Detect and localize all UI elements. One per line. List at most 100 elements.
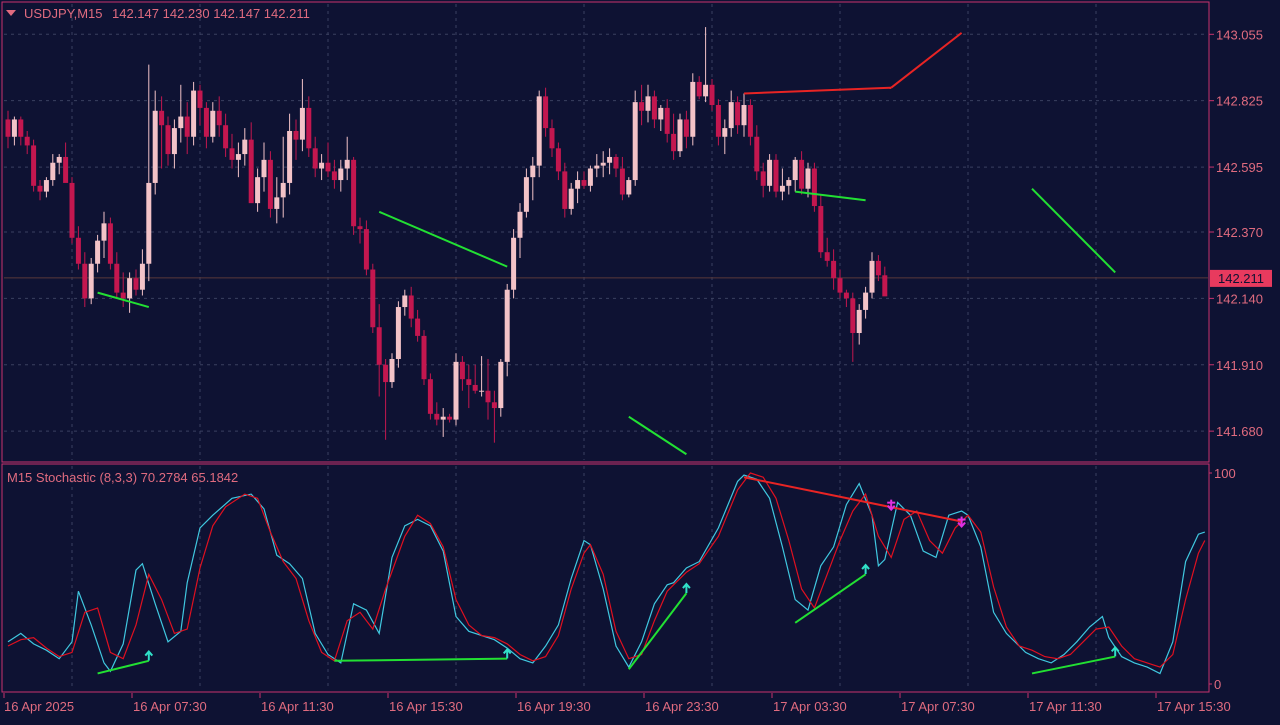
candle-bear[interactable] <box>466 379 472 385</box>
candle-bull[interactable] <box>504 289 510 362</box>
candle-bear[interactable] <box>671 133 677 152</box>
candle-bear[interactable] <box>715 105 721 137</box>
candle-bear[interactable] <box>216 110 222 126</box>
candle-bull[interactable] <box>587 168 593 186</box>
candle-bull[interactable] <box>274 197 280 209</box>
candle-bear[interactable] <box>267 159 273 209</box>
candle-bear[interactable] <box>203 107 209 137</box>
candle-bear[interactable] <box>427 379 433 414</box>
candle-bear[interactable] <box>63 156 69 183</box>
candle-bull[interactable] <box>50 162 56 181</box>
candle-bull[interactable] <box>88 263 94 299</box>
candle-bull[interactable] <box>178 116 184 129</box>
candle-bear[interactable] <box>837 278 843 293</box>
candle-bull[interactable] <box>863 292 869 310</box>
candle-bull[interactable] <box>101 223 107 241</box>
candle-bull[interactable] <box>658 107 664 120</box>
candle-bear[interactable] <box>229 148 235 160</box>
candle-bear[interactable] <box>370 269 376 328</box>
candle-bear[interactable] <box>293 130 299 140</box>
candle-bull[interactable] <box>453 361 459 420</box>
candle-bear[interactable] <box>37 185 43 192</box>
candle-bear[interactable] <box>811 168 817 207</box>
candle-bear[interactable] <box>306 107 312 149</box>
candle-bear[interactable] <box>18 119 24 137</box>
candle-bear[interactable] <box>824 252 830 261</box>
candle-bull[interactable] <box>869 260 875 293</box>
candles-layer[interactable] <box>5 27 888 443</box>
candle-bull[interactable] <box>338 168 344 181</box>
candle-bull[interactable] <box>210 110 216 137</box>
candle-bear[interactable] <box>120 292 126 299</box>
candle-bear[interactable] <box>415 318 421 336</box>
candle-bull[interactable] <box>575 180 581 189</box>
candle-bear[interactable] <box>351 159 357 227</box>
candle-bear[interactable] <box>651 96 657 120</box>
candle-bear[interactable] <box>549 128 555 149</box>
candle-bull[interactable] <box>11 119 17 137</box>
candle-bear[interactable] <box>107 223 113 264</box>
candle-bull[interactable] <box>287 130 293 183</box>
candle-bear[interactable] <box>114 263 120 293</box>
candle-bear[interactable] <box>363 229 369 270</box>
candle-bull[interactable] <box>280 182 286 198</box>
candle-bear[interactable] <box>875 260 881 276</box>
candle-bear[interactable] <box>485 390 491 403</box>
candle-bull[interactable] <box>594 165 600 169</box>
candle-bull[interactable] <box>632 102 638 181</box>
candle-bull[interactable] <box>242 139 248 155</box>
candle-bull[interactable] <box>171 128 177 155</box>
candle-bull[interactable] <box>95 240 101 264</box>
candle-bull[interactable] <box>43 180 49 192</box>
candle-bear[interactable] <box>408 295 414 319</box>
candle-bear[interactable] <box>421 335 427 380</box>
candle-bull[interactable] <box>127 278 133 299</box>
candle-bull[interactable] <box>319 162 325 169</box>
candle-bear[interactable] <box>24 136 30 146</box>
candle-bear[interactable] <box>223 125 229 149</box>
candle-bear[interactable] <box>562 171 568 209</box>
candle-bear[interactable] <box>472 384 478 391</box>
candle-bull[interactable] <box>511 237 517 290</box>
candle-bull[interactable] <box>498 361 504 409</box>
candle-bear[interactable] <box>376 327 382 365</box>
candle-bear[interactable] <box>619 168 625 195</box>
candle-bull[interactable] <box>741 105 747 126</box>
candle-bull[interactable] <box>607 156 613 163</box>
candle-bull[interactable] <box>139 263 145 290</box>
candle-bull[interactable] <box>299 107 305 140</box>
candle-bull[interactable] <box>146 182 152 264</box>
candle-bear[interactable] <box>760 171 766 186</box>
candle-bear[interactable] <box>882 275 888 297</box>
candle-bull[interactable] <box>568 188 574 209</box>
candle-bull[interactable] <box>479 390 485 392</box>
candle-bear[interactable] <box>754 136 760 172</box>
candle-bear[interactable] <box>850 298 856 334</box>
candle-bull[interactable] <box>235 154 241 160</box>
candle-bear[interactable] <box>773 159 779 192</box>
candle-bear[interactable] <box>312 148 318 169</box>
candle-bull[interactable] <box>626 180 632 195</box>
candle-bull[interactable] <box>856 309 862 334</box>
candle-bear[interactable] <box>709 84 715 106</box>
candle-bear[interactable] <box>555 148 561 172</box>
candle-bear[interactable] <box>31 145 37 186</box>
candle-bear[interactable] <box>357 226 363 230</box>
candle-bear[interactable] <box>696 81 702 97</box>
candle-bear[interactable] <box>133 278 139 290</box>
candle-bear[interactable] <box>613 156 619 169</box>
candle-bull[interactable] <box>191 90 197 137</box>
candle-bull[interactable] <box>767 159 773 186</box>
candle-bear[interactable] <box>434 413 440 420</box>
candle-bull[interactable] <box>600 162 606 166</box>
candle-bear[interactable] <box>447 416 453 420</box>
candle-bull[interactable] <box>344 159 350 169</box>
candle-bull[interactable] <box>805 168 811 189</box>
candle-bear[interactable] <box>831 260 837 279</box>
candle-bear[interactable] <box>818 206 824 253</box>
candle-bear[interactable] <box>543 96 549 129</box>
candle-bull[interactable] <box>255 177 261 204</box>
candle-bear[interactable] <box>75 237 81 264</box>
candle-bull[interactable] <box>722 128 728 137</box>
